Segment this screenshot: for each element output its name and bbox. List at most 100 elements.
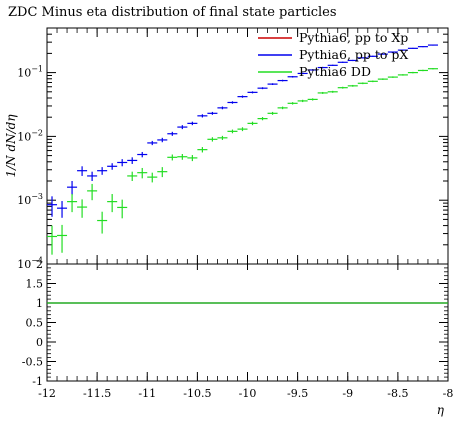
data-point [287, 75, 298, 78]
data-point [357, 57, 368, 59]
data-point [397, 74, 408, 76]
data-point [207, 137, 218, 142]
data-point [107, 163, 118, 170]
data-point [257, 87, 268, 90]
data-point [77, 166, 88, 176]
ratio-y-tick-label: 0.5 [26, 317, 44, 330]
data-point [297, 72, 308, 75]
data-point [327, 64, 338, 66]
x-tick-label: -11.5 [83, 387, 111, 400]
data-points [47, 44, 438, 255]
y-tick-exponent: −1 [31, 65, 43, 74]
data-point [207, 111, 218, 115]
y-axis-label: 1/N dN/dη [4, 114, 18, 178]
x-tick-label: -8.5 [387, 387, 408, 400]
legend-label: Pythia6, pp to pX [299, 47, 408, 62]
y-tick-base: 10 [17, 258, 31, 271]
data-point [327, 90, 338, 93]
x-axis-label: η [437, 403, 445, 417]
chart-title: ZDC Minus eta distribution of final stat… [8, 5, 337, 20]
legend-entry: Pythia6, pp to pX [258, 47, 408, 62]
data-point [167, 131, 178, 136]
data-point [427, 68, 438, 70]
data-point [137, 167, 148, 179]
x-tick-label: -8 [443, 387, 454, 400]
y-tick-exponent: −3 [31, 192, 43, 201]
data-point [317, 91, 328, 94]
data-point [277, 79, 288, 82]
x-tick-label: -10 [239, 387, 257, 400]
data-point [87, 171, 98, 181]
data-point [197, 147, 208, 153]
data-point [147, 140, 158, 146]
data-point [267, 111, 278, 115]
data-point [347, 84, 358, 87]
data-point [177, 153, 188, 160]
ratio-y-tick-label: 1.5 [26, 278, 44, 291]
x-tick-labels: -12 -11.5 -11 -10.5 -10 -9.5 -9 -8.5 -8 [38, 387, 453, 400]
data-point [87, 183, 98, 201]
data-point [227, 101, 238, 104]
data-point [267, 83, 278, 86]
legend-label: Pythia6, pp to Xp [299, 30, 408, 45]
data-point [417, 46, 428, 48]
data-point [177, 125, 188, 130]
data-point [367, 80, 378, 83]
data-point [247, 121, 258, 126]
main-frame [46, 27, 449, 265]
data-point [97, 211, 108, 234]
y-tick-label: 10−1 [17, 65, 43, 80]
y-tick-label: 10−4 [17, 256, 43, 271]
x-tick-label: -9 [342, 387, 353, 400]
data-point [427, 44, 438, 46]
data-point [307, 98, 318, 101]
y-tick-base: 10 [17, 67, 31, 80]
data-point [407, 71, 418, 74]
data-point [357, 82, 368, 85]
y-tick-base: 10 [17, 130, 31, 143]
main-panel: 10−410−310−210−1 1/N dN/dη [4, 27, 449, 271]
ratio-x-ticks [46, 264, 449, 381]
data-point [157, 167, 168, 178]
data-point [387, 51, 398, 53]
data-point [337, 61, 348, 63]
data-point [117, 199, 128, 219]
data-point [137, 151, 148, 158]
legend: Pythia6, pp to Xp Pythia6, pp to pX Pythia… [258, 30, 408, 79]
data-point [387, 76, 398, 78]
data-point [67, 194, 78, 213]
data-point [187, 155, 198, 162]
y-tick-exponent: −4 [31, 256, 43, 265]
y-tick-label: 10−3 [17, 192, 43, 207]
data-point [117, 159, 128, 167]
data-point [347, 59, 358, 62]
data-point [217, 135, 228, 140]
data-point [407, 47, 418, 49]
ratio-y-tick-label: -0.5 [22, 356, 43, 369]
data-point [57, 224, 68, 253]
ratio-y-tick-label: 1 [36, 297, 43, 310]
data-point [367, 55, 378, 57]
legend-entry: Pythia6 DD [258, 64, 371, 79]
ratio-y-tick-label: 2 [36, 258, 43, 271]
data-point [197, 114, 208, 118]
data-point [337, 86, 348, 89]
data-point [47, 196, 58, 217]
ratio-y-ticks: -1 -0.5 0 0.5 1 1.5 2 [22, 258, 448, 388]
y-tick-exponent: −2 [31, 128, 43, 137]
y-tick-base: 10 [17, 194, 31, 207]
data-point [77, 199, 88, 218]
ratio-y-tick-label: -1 [32, 375, 43, 388]
legend-label: Pythia6 DD [299, 64, 371, 79]
data-point [57, 201, 68, 218]
y-tick-label: 10−2 [17, 128, 43, 143]
data-point [237, 127, 248, 132]
ratio-panel: -1-0.500.511.52 -12 -11.5 -11 -10.5 -10 -9.5-… [22, 258, 454, 417]
data-point [397, 49, 408, 51]
x-tick-label: -10.5 [183, 387, 211, 400]
x-tick-label: -11 [138, 387, 156, 400]
data-point [307, 69, 318, 71]
data-point [237, 95, 248, 98]
legend-entry: Pythia6, pp to Xp [258, 30, 408, 45]
